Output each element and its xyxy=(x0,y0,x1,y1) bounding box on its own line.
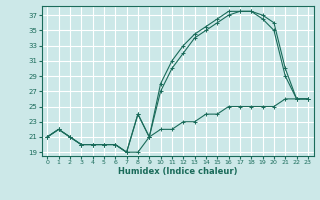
X-axis label: Humidex (Indice chaleur): Humidex (Indice chaleur) xyxy=(118,167,237,176)
